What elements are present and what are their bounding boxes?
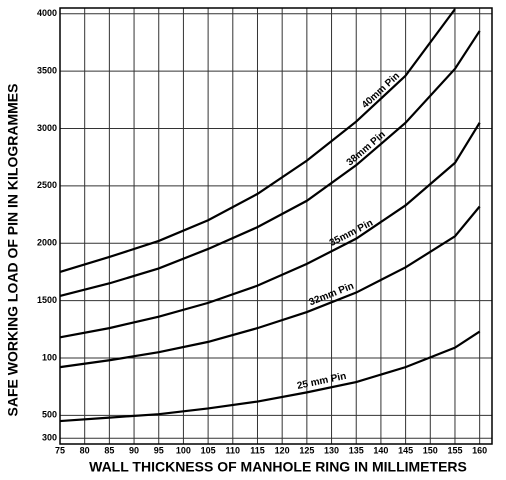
plot-frame [59, 7, 493, 445]
curve-label: 35mm Pin [328, 218, 375, 249]
curve [59, 330, 481, 423]
curve [59, 122, 481, 339]
x-tick-label: 160 [472, 445, 487, 455]
x-tick-label: 145 [398, 445, 413, 455]
x-tick-label: 85 [104, 445, 114, 455]
x-tick-label: 150 [423, 445, 438, 455]
x-tick-label: 140 [373, 445, 388, 455]
x-axis-title: WALL THICKNESS OF MANHOLE RING IN MILLIM… [89, 459, 467, 475]
y-tick-label: 4000 [37, 8, 57, 18]
y-tick-label: 100 [42, 352, 57, 362]
x-tick-label: 125 [299, 445, 314, 455]
x-tick-label: 155 [447, 445, 462, 455]
x-tick-label: 135 [349, 445, 364, 455]
y-tick-label: 2500 [37, 180, 57, 190]
curve [59, 8, 456, 273]
y-axis-title: SAFE WORKING LOAD OF PIN IN KILOGRAMMES [5, 84, 21, 417]
x-tick-label: 120 [275, 445, 290, 455]
y-tick-label: 500 [42, 410, 57, 420]
x-tick-label: 95 [154, 445, 164, 455]
y-tick-label: 3000 [37, 123, 57, 133]
x-tick-label: 110 [226, 445, 241, 455]
x-tick-label: 90 [129, 445, 139, 455]
y-tick-label: 2000 [37, 238, 57, 248]
x-tick-label: 75 [55, 445, 65, 455]
curve [59, 30, 481, 298]
y-tick-label: 1500 [37, 295, 57, 305]
y-tick-label: 3500 [37, 65, 57, 75]
x-tick-label: 105 [201, 445, 216, 455]
y-tick-label: 300 [42, 433, 57, 443]
x-tick-label: 115 [250, 445, 265, 455]
x-tick-label: 130 [324, 445, 339, 455]
curve [59, 205, 481, 369]
x-tick-label: 100 [176, 445, 191, 455]
x-tick-label: 80 [80, 445, 90, 455]
